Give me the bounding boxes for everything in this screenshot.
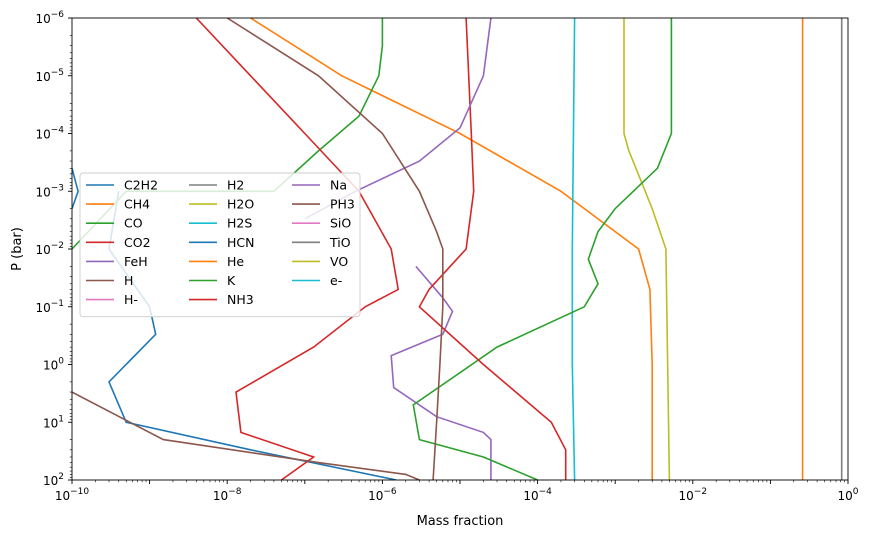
y-tick-label: 10−6 [35, 10, 64, 26]
series-line-hcn [72, 168, 79, 209]
x-axis-label: Mass fraction [417, 514, 504, 529]
legend-frame [79, 172, 361, 318]
x-tick-label: 100 [837, 487, 858, 503]
series-line-ch4 [250, 18, 653, 480]
legend-label: CO [124, 216, 143, 231]
x-tick-label: 10−6 [368, 487, 397, 503]
series-line-h [72, 391, 420, 480]
legend-label: H- [124, 292, 138, 307]
x-tick-label: 10−2 [679, 487, 708, 503]
x-tick-label: 10−8 [213, 487, 242, 503]
axes: 10−10 10−8 10−6 10−4 10−2 100 10−6 10−5 10−4 10−3… [35, 10, 858, 503]
y-tick-label: 10−4 [35, 126, 64, 142]
legend-label: Na [330, 178, 347, 193]
legend-label: FeH [124, 254, 148, 269]
series-line-nh3 [418, 18, 567, 480]
legend-label: NH3 [227, 292, 254, 307]
y-tick-label: 101 [43, 414, 64, 430]
legend-label: He [227, 254, 244, 269]
legend-label: CO2 [124, 235, 151, 250]
y-tick-label: 10−5 [35, 68, 64, 84]
y-tick-label: 102 [43, 472, 64, 488]
legend-label: H [124, 273, 133, 288]
legend: C2H2 CH4 CO CO2 FeH H H- H2 H2O H2S HCN He K NH3 Na PH3… [79, 172, 361, 318]
legend-label: PH3 [330, 197, 355, 212]
legend-label: H2O [227, 197, 254, 212]
legend-label: K [227, 273, 236, 288]
y-axis-label: P (bar) [10, 227, 25, 271]
y-tick-label: 10−2 [35, 241, 64, 257]
series-line-k [412, 18, 673, 480]
legend-label: H2 [227, 178, 244, 193]
legend-label: VO [330, 254, 348, 269]
legend-label: TiO [329, 235, 351, 250]
x-tick-label: 10−10 [55, 487, 90, 503]
legend-label: e- [330, 273, 342, 288]
series-line-co2 [195, 18, 400, 480]
legend-label: SiO [330, 216, 351, 231]
legend-label: CH4 [124, 197, 150, 212]
legend-label: HCN [227, 235, 254, 250]
series-line-ph3 [226, 18, 444, 480]
y-tick-label: 100 [43, 357, 64, 373]
series-line-h2o [623, 18, 671, 480]
y-tick-label: 10−3 [35, 183, 64, 199]
legend-label: C2H2 [124, 178, 158, 193]
x-tick-label: 10−4 [523, 487, 552, 503]
legend-label: H2S [227, 216, 252, 231]
series-line-feh [390, 265, 492, 480]
y-tick-label: 10−1 [35, 299, 64, 315]
series-line-h2s [571, 18, 576, 480]
